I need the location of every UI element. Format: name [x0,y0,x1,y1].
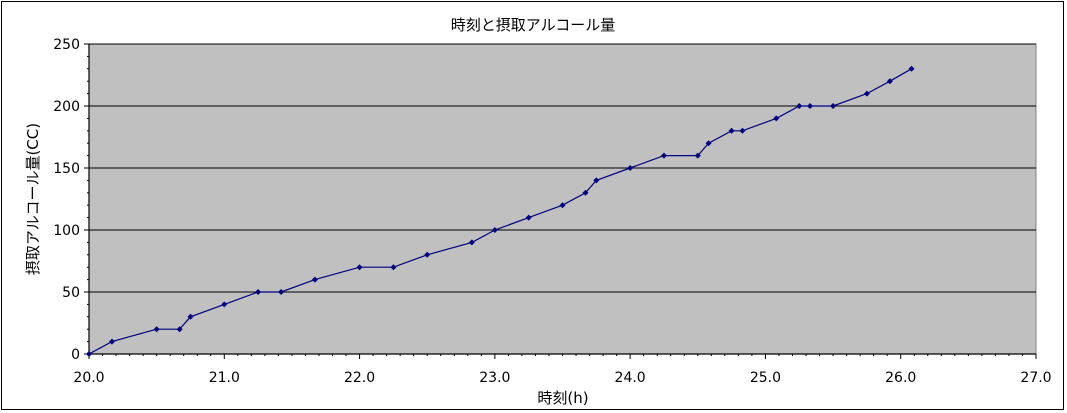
y-tick-label-1: 50 [62,285,80,301]
plot-area [88,43,1037,355]
grid-lines [89,43,1036,293]
data-point-6 [255,289,262,295]
x-tick-label-6: 26.0 [885,370,916,386]
chart-title: 時刻と摂取アルコール量 [451,16,616,34]
x-axis-label: 時刻(h) [537,389,588,407]
data-point-16 [582,189,589,196]
y-tick-label-0: 0 [71,347,80,363]
y-tick-label-5: 250 [53,37,80,53]
data-point-17 [593,177,600,184]
data-point-9 [356,264,363,271]
y-axis-label: 摂取アルコール量(CC) [24,123,42,275]
data-point-5 [221,301,228,308]
data-point-2 [153,326,160,333]
x-tick-label-5: 25.0 [750,370,781,386]
data-point-3 [176,326,183,333]
data-point-27 [830,103,837,109]
data-point-20 [694,152,701,159]
x-tick-label-0: 20.0 [73,370,104,386]
y-tick-label-4: 200 [53,99,80,115]
data-point-15 [559,202,566,209]
x-tick-label-2: 22.0 [344,370,375,386]
data-point-11 [424,251,431,258]
x-tick-label-7: 27.0 [1020,370,1051,386]
data-point-0 [86,351,92,357]
data-point-28 [863,90,870,97]
y-tick-label-2: 100 [53,223,80,239]
x-tick-label-3: 23.0 [479,370,510,386]
x-tick-label-4: 24.0 [615,370,646,386]
y-tick-label-3: 150 [53,161,80,177]
data-point-26 [807,103,814,109]
data-point-29 [886,78,893,85]
tick-labels: 0 50 100 150 200 250 20.0 21.0 22.0 23.0 24.0 25.0 2… [53,37,1051,386]
data-point-21 [705,140,712,147]
data-point-22 [728,127,735,134]
data-point-23 [739,127,746,134]
data-point-24 [773,115,780,122]
x-tick-label-1: 21.0 [209,370,240,386]
data-point-12 [468,239,475,246]
data-point-30 [908,65,915,72]
data-point-4 [187,313,194,320]
data-point-1 [108,338,115,345]
data-point-7 [278,289,285,295]
data-point-8 [311,276,318,283]
data-point-14 [525,214,532,221]
data-point-25 [796,103,803,109]
data-point-13 [491,227,498,233]
data-point-18 [627,165,634,171]
data-point-10 [390,264,397,271]
data-point-19 [660,152,667,159]
data-points [86,65,915,357]
